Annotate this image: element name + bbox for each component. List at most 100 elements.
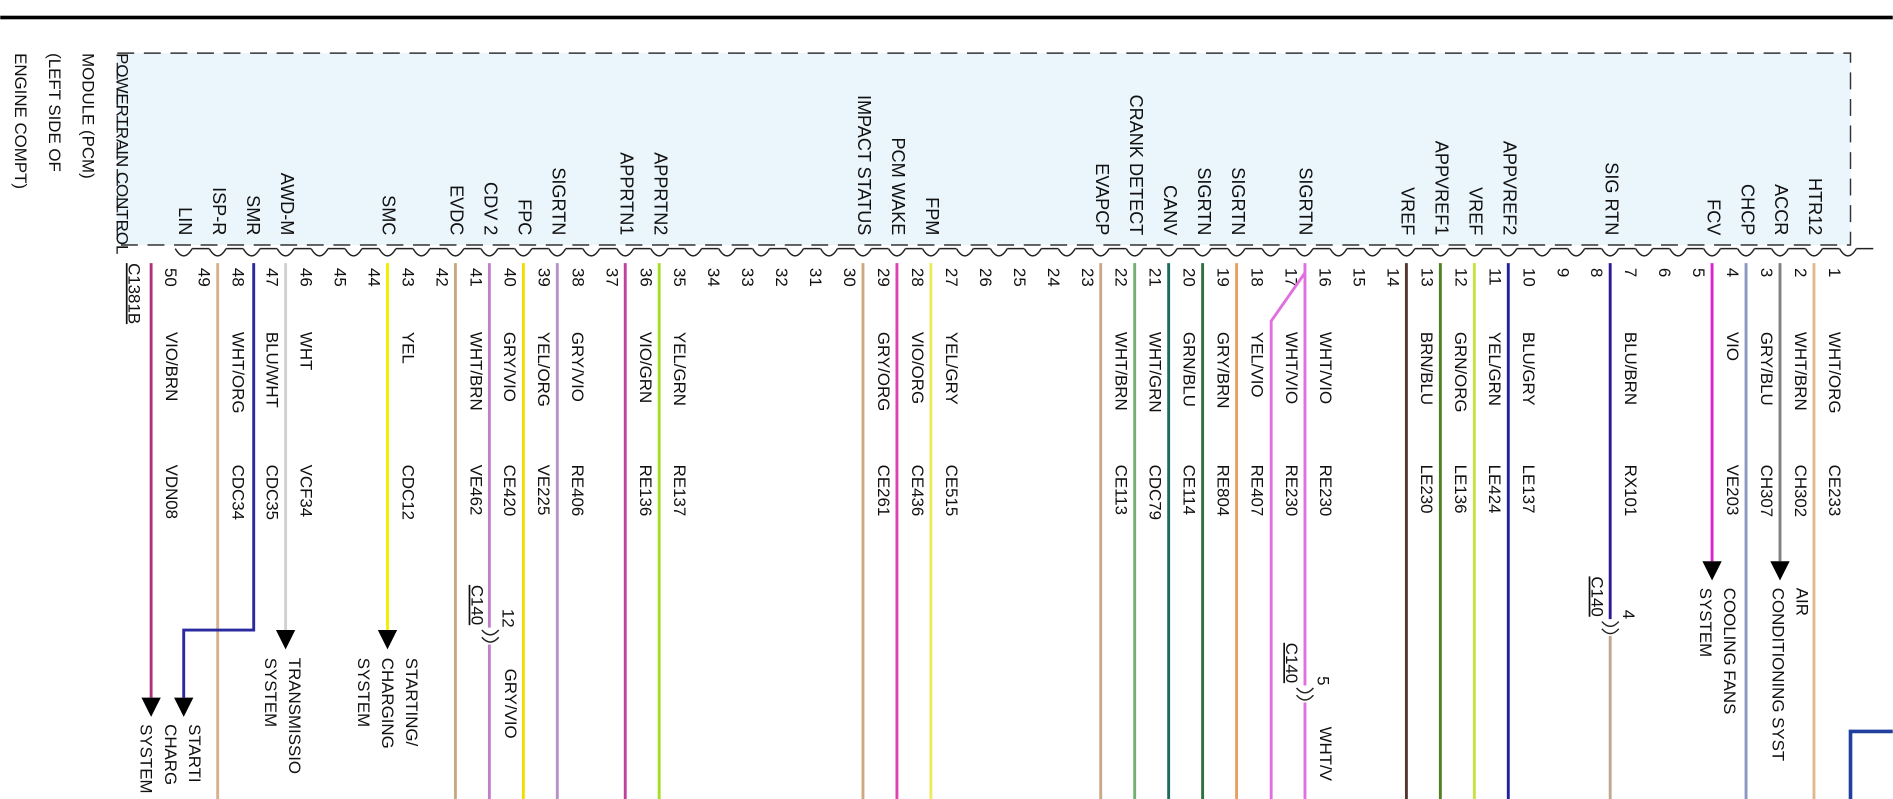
pin-number: 27	[942, 268, 961, 287]
pin-number: 14	[1383, 268, 1402, 287]
wire-circuit: RE230	[1282, 465, 1301, 517]
wire-circuit: RE406	[568, 465, 587, 517]
wire-circuit: RE230	[1316, 465, 1335, 517]
pin-number: 36	[636, 268, 655, 287]
pin-number: 24	[1044, 268, 1063, 287]
destination-label: SYSTEM	[261, 658, 280, 727]
wire-color: YEL/GRN	[670, 332, 689, 406]
wire-color: GRY/BLU	[1757, 332, 1776, 406]
signal-name: FPM	[922, 197, 942, 235]
wire-circuit: CE113	[1112, 465, 1131, 515]
signal-name: APPRTN1	[616, 152, 636, 235]
destination-label: STARTING/	[402, 658, 421, 747]
signal-name: FPC	[515, 199, 535, 235]
pin-cavity	[1804, 248, 1824, 257]
module-label: ENGINE COMPT)	[11, 53, 30, 189]
wire-color: GRY/BRN	[1213, 332, 1232, 409]
pin-number: 31	[806, 268, 825, 287]
pin-number: 48	[229, 268, 248, 287]
pin-number: 42	[432, 268, 451, 287]
pin-cavity	[887, 248, 907, 257]
pin-cavity	[853, 248, 873, 257]
destination-label: AIR	[1793, 588, 1812, 616]
wire-circuit: VE203	[1723, 465, 1742, 516]
pin-number: 50	[161, 268, 180, 287]
wire-color: GRY/VIO	[568, 332, 587, 402]
pin-number: 41	[466, 268, 485, 287]
signal-name: LIN	[175, 207, 195, 235]
signal-name: IMPACT STATUS	[854, 95, 874, 235]
pin-number: 40	[500, 268, 519, 287]
pin-cavity	[1363, 248, 1382, 257]
signal-name: SMR	[243, 195, 263, 235]
inline-connector-name: C140	[1282, 643, 1301, 683]
module-label: POWERTRAIN CONTROL	[112, 53, 131, 254]
wire-color: WHT/ORG	[1825, 332, 1844, 414]
pin-cavity	[1329, 248, 1348, 257]
wire-color: YEL/GRY	[942, 332, 961, 405]
wire-circuit: RX101	[1621, 465, 1640, 517]
inline-connector-pin: 5	[1313, 676, 1332, 685]
signal-name: APPVREF2	[1500, 141, 1520, 236]
pin-cavity	[1227, 248, 1246, 257]
signal-name: VREF	[1466, 187, 1486, 235]
pin-cavity	[1193, 248, 1212, 257]
wire-color: VIO/GRN	[636, 332, 655, 403]
signal-name: EVDC	[447, 185, 467, 235]
wire-color: BLU/GRY	[1519, 332, 1538, 406]
wire-circuit: CDC79	[1146, 465, 1165, 520]
pin-number: 33	[738, 268, 757, 287]
pin-cavity	[1601, 248, 1620, 257]
pin-number: 16	[1316, 268, 1335, 287]
pin-number: 17	[1282, 268, 1301, 287]
wire-circuit: LE230	[1417, 465, 1436, 514]
module-box	[116, 52, 1852, 246]
signal-name: VREF	[1398, 187, 1418, 235]
wire-color: WHT/BRN	[1791, 332, 1810, 411]
signal-name: SIGRTN	[1296, 167, 1316, 235]
wire-circuit: RE804	[1213, 465, 1232, 517]
destination-label: TRANSMISSIO	[285, 658, 304, 774]
signal-name: CDV 2	[481, 182, 501, 235]
destination-label: CHARGING	[378, 658, 397, 749]
wire-circuit: VCF34	[296, 465, 315, 518]
wire-circuit: CDC35	[262, 465, 281, 520]
wire-circuit: VE462	[466, 465, 485, 516]
pin-number: 45	[331, 268, 350, 287]
destination-label: SYSTEM	[1696, 588, 1715, 657]
pin-cavity	[1091, 248, 1110, 257]
pin-cavity	[1023, 248, 1042, 257]
wire-color: WHT/VIO	[1316, 332, 1335, 404]
pin-number: 32	[772, 268, 791, 287]
pin-cavity	[276, 248, 295, 257]
arrow	[377, 630, 398, 650]
pin-cavity	[208, 248, 227, 257]
signal-name: PCM WAKE	[888, 137, 908, 235]
pin-cavity	[480, 248, 499, 257]
inline-cavity	[1295, 694, 1314, 701]
signal-name: SIGRTN	[1194, 167, 1214, 235]
wire-color: WHT	[296, 332, 315, 370]
signal-name: FCV	[1703, 199, 1723, 235]
wire-color: VIO/ORG	[908, 332, 927, 404]
pin-number: 30	[840, 268, 859, 287]
pin-cavity	[616, 248, 635, 257]
pin-cavity	[1295, 248, 1314, 257]
wire-color: BLU/WHT	[262, 332, 281, 408]
destination-label: SYSTEM	[354, 658, 373, 727]
pin-number: 35	[670, 268, 689, 287]
wire-circuit: CE515	[942, 465, 961, 517]
pin-cavity	[1125, 248, 1144, 257]
pin-number: 20	[1180, 268, 1199, 287]
inline-cavity	[1601, 628, 1620, 635]
pin-number: 3	[1757, 268, 1776, 277]
inline-cavity	[481, 629, 500, 636]
signal-name: HTR12	[1805, 178, 1825, 235]
wire-circuit: LE424	[1485, 465, 1504, 514]
wire-circuit: LE137	[1519, 465, 1538, 514]
wire-circuit: CE436	[908, 465, 927, 517]
pin-cavity	[1635, 248, 1654, 257]
wire-circuit: CE420	[500, 465, 519, 517]
pin-cavity	[412, 248, 431, 257]
pin-cavity	[650, 248, 669, 257]
